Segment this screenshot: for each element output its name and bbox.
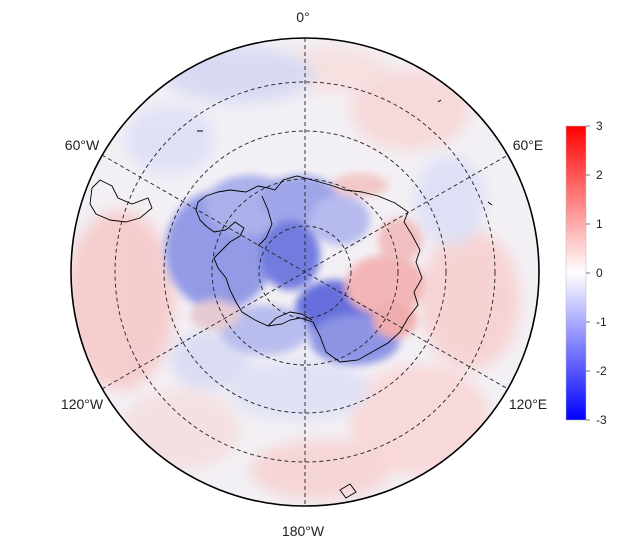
map-boundary [70, 37, 540, 507]
anomaly-field [71, 38, 539, 506]
colorbar-tick-label: 2 [596, 168, 603, 182]
ross-ice-shelf-edge [267, 311, 313, 327]
south-america-tip [89, 179, 153, 223]
colorbar-tick-label: -2 [596, 364, 607, 378]
coastlines [89, 99, 493, 499]
new-zealand-fragment [339, 483, 357, 499]
lon-label-lower-right: 120°E [509, 396, 547, 412]
antarctica-coastline [195, 175, 423, 363]
lon-label-bottom: 180°W [282, 523, 325, 539]
latitude-circle [114, 81, 496, 463]
colorbar-tick-label: 3 [596, 119, 603, 133]
lon-label-top: 0° [296, 9, 309, 25]
colorbar-tick-label: -3 [596, 413, 607, 427]
colorbar-tick-label: 0 [596, 266, 603, 280]
islands [197, 99, 493, 206]
latitude-circle [163, 130, 447, 414]
colorbar: 3 2 1 0 -1 -2 -3 [565, 119, 607, 427]
colorbar-gradient [565, 125, 587, 421]
colorbar-tick-label: 1 [596, 217, 603, 231]
lon-label-upper-left: 60°W [65, 137, 100, 153]
lon-label-upper-right: 60°E [513, 137, 544, 153]
lon-label-lower-left: 120°W [61, 396, 104, 412]
longitude-labels: 0° 60°W 60°E 120°W 120°E 180°W [61, 9, 547, 539]
colorbar-tick-label: -1 [596, 315, 607, 329]
colorbar-ticks: 3 2 1 0 -1 -2 -3 [586, 119, 607, 427]
meridian-120 [101, 154, 509, 390]
weddell-inlet [257, 195, 273, 247]
graticule [101, 38, 509, 506]
